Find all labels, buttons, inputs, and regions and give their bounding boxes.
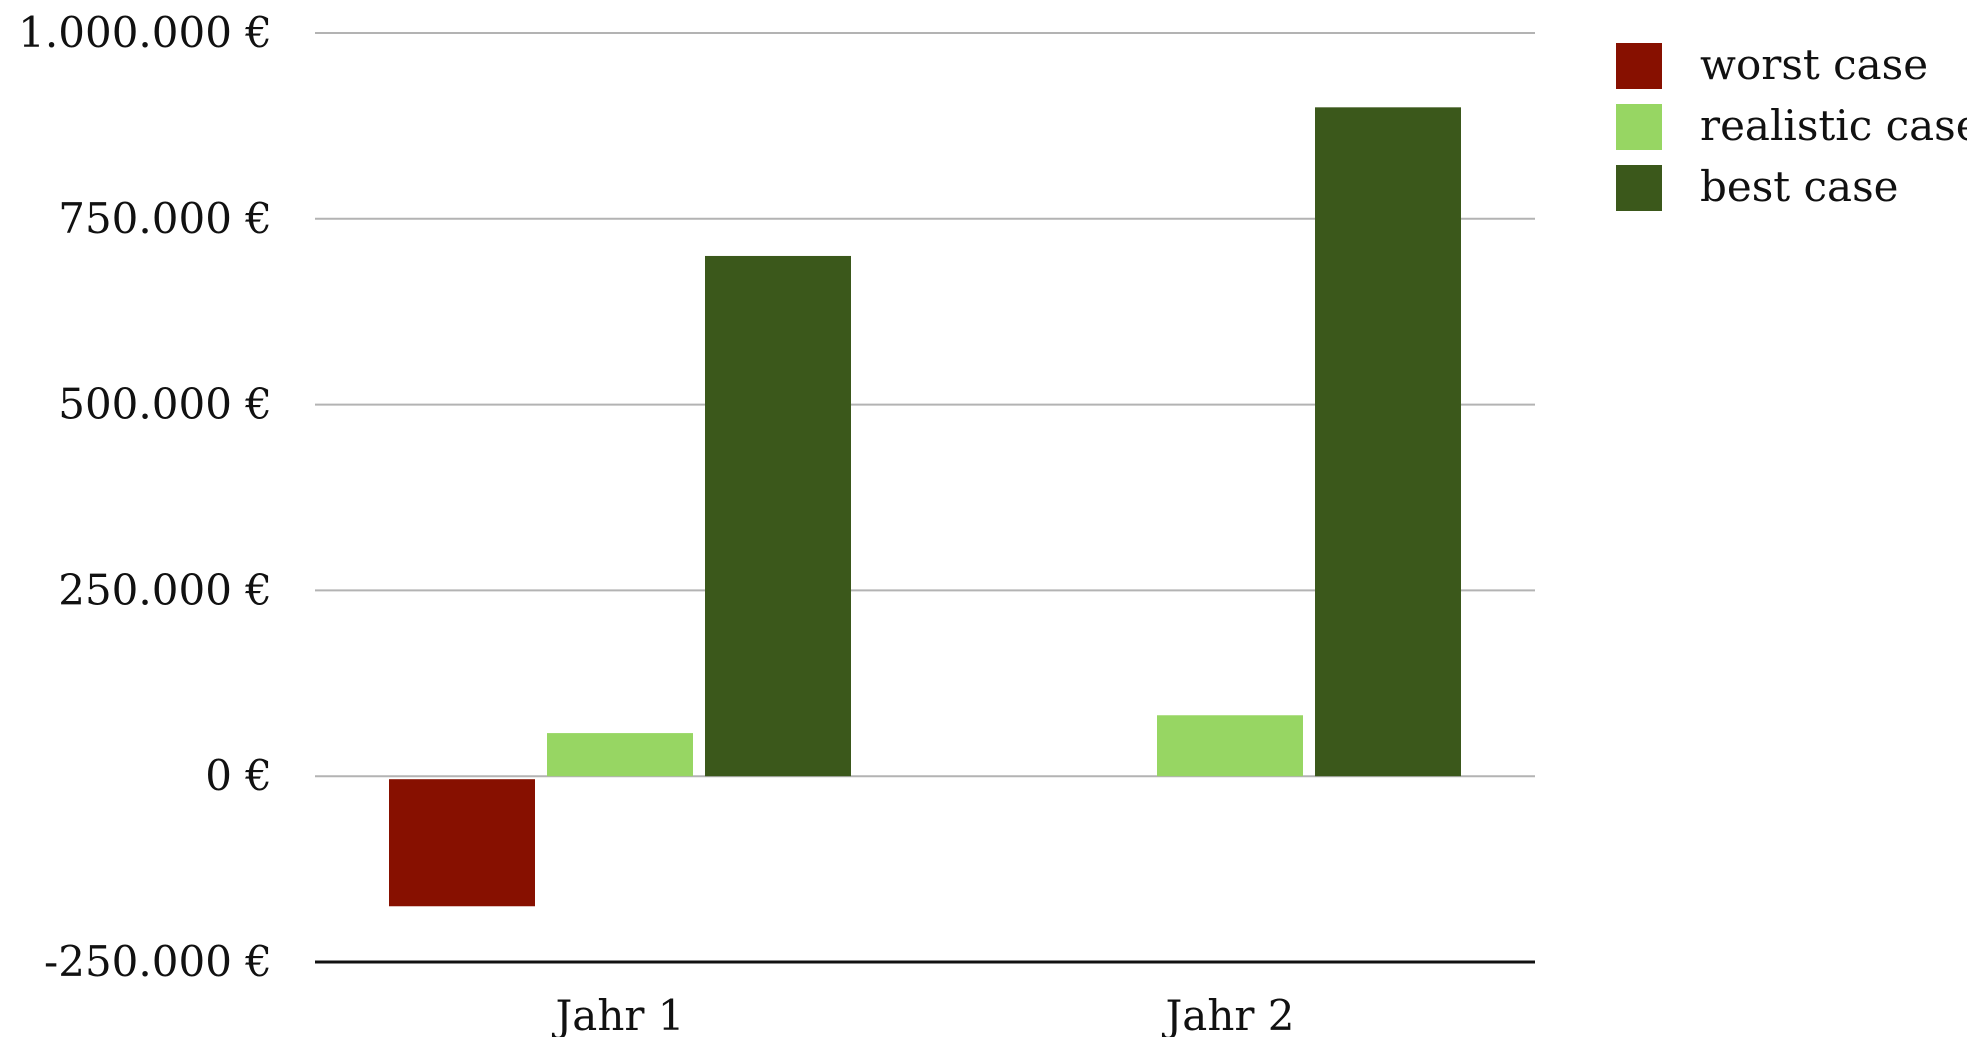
- bar-realistic-case-jahr-1: [547, 733, 693, 777]
- bar-best-case-jahr-1: [705, 255, 851, 777]
- bars: [389, 107, 1461, 907]
- y-tick-label: 500.000 €: [58, 380, 272, 429]
- legend: worst case realistic case best case: [1616, 40, 1967, 211]
- y-tick-label: 0 €: [205, 751, 272, 800]
- legend-swatch: [1616, 104, 1662, 150]
- bar-realistic-case-jahr-2: [1157, 715, 1303, 777]
- x-axis: Jahr 1 Jahr 2: [315, 960, 1535, 1037]
- y-tick-label: 250.000 €: [58, 565, 272, 614]
- legend-swatch: [1616, 43, 1662, 89]
- legend-swatch: [1616, 165, 1662, 211]
- legend-label: realistic case: [1700, 101, 1967, 150]
- legend-label: best case: [1700, 162, 1899, 211]
- y-tick-label: 750.000 €: [58, 194, 272, 243]
- y-axis-tick-labels: 1.000.000 € 750.000 € 500.000 € 250.000 € 0 …: [18, 8, 272, 986]
- legend-label: worst case: [1700, 40, 1928, 89]
- x-category-label: Jahr 2: [1161, 991, 1294, 1037]
- y-tick-label: -250.000 €: [44, 937, 272, 986]
- bar-best-case-jahr-2: [1315, 107, 1461, 777]
- bar-worst-case-jahr-1: [389, 779, 535, 907]
- y-tick-label: 1.000.000 €: [18, 8, 272, 57]
- x-category-label: Jahr 1: [551, 991, 684, 1037]
